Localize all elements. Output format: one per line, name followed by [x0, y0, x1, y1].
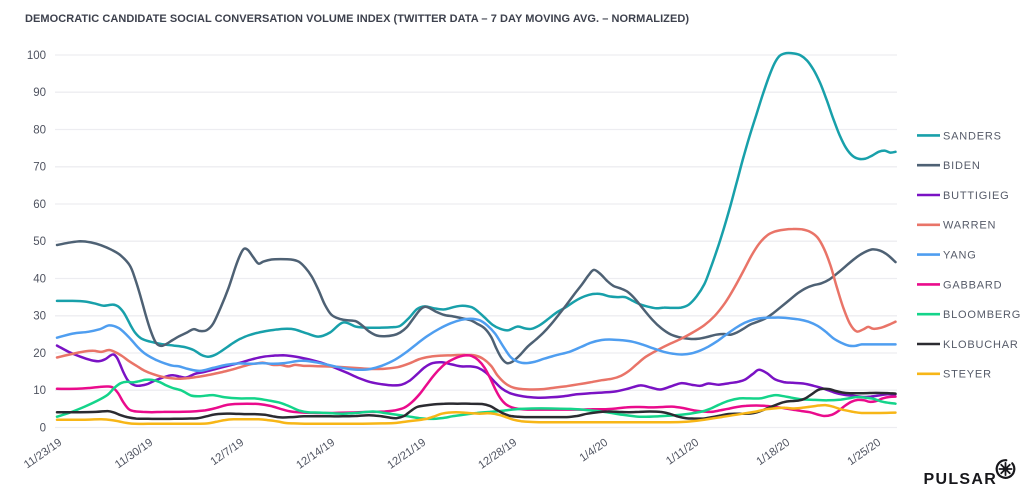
- svg-text:50: 50: [33, 236, 46, 248]
- svg-text:BIDEN: BIDEN: [943, 160, 981, 172]
- svg-text:70: 70: [33, 162, 46, 174]
- svg-text:40: 40: [33, 273, 46, 285]
- svg-text:KLOBUCHAR: KLOBUCHAR: [943, 339, 1019, 351]
- svg-text:80: 80: [33, 124, 46, 136]
- svg-text:DEMOCRATIC CANDIDATE SOCIAL CO: DEMOCRATIC CANDIDATE SOCIAL CONVERSATION…: [25, 13, 689, 25]
- svg-text:WARREN: WARREN: [943, 220, 996, 232]
- svg-text:YANG: YANG: [943, 250, 977, 262]
- svg-text:BUTTIGIEG: BUTTIGIEG: [943, 190, 1009, 202]
- svg-text:60: 60: [33, 199, 46, 211]
- svg-text:100: 100: [27, 50, 46, 62]
- svg-text:90: 90: [33, 87, 46, 99]
- svg-text:STEYER: STEYER: [943, 369, 992, 381]
- svg-text:20: 20: [33, 348, 46, 360]
- svg-text:30: 30: [33, 311, 46, 323]
- svg-text:BLOOMBERG: BLOOMBERG: [943, 309, 1021, 321]
- svg-text:PULSAR: PULSAR: [924, 471, 998, 488]
- svg-text:SANDERS: SANDERS: [943, 130, 1002, 142]
- svg-text:GABBARD: GABBARD: [943, 279, 1002, 291]
- svg-text:10: 10: [33, 385, 46, 397]
- svg-text:0: 0: [40, 422, 46, 434]
